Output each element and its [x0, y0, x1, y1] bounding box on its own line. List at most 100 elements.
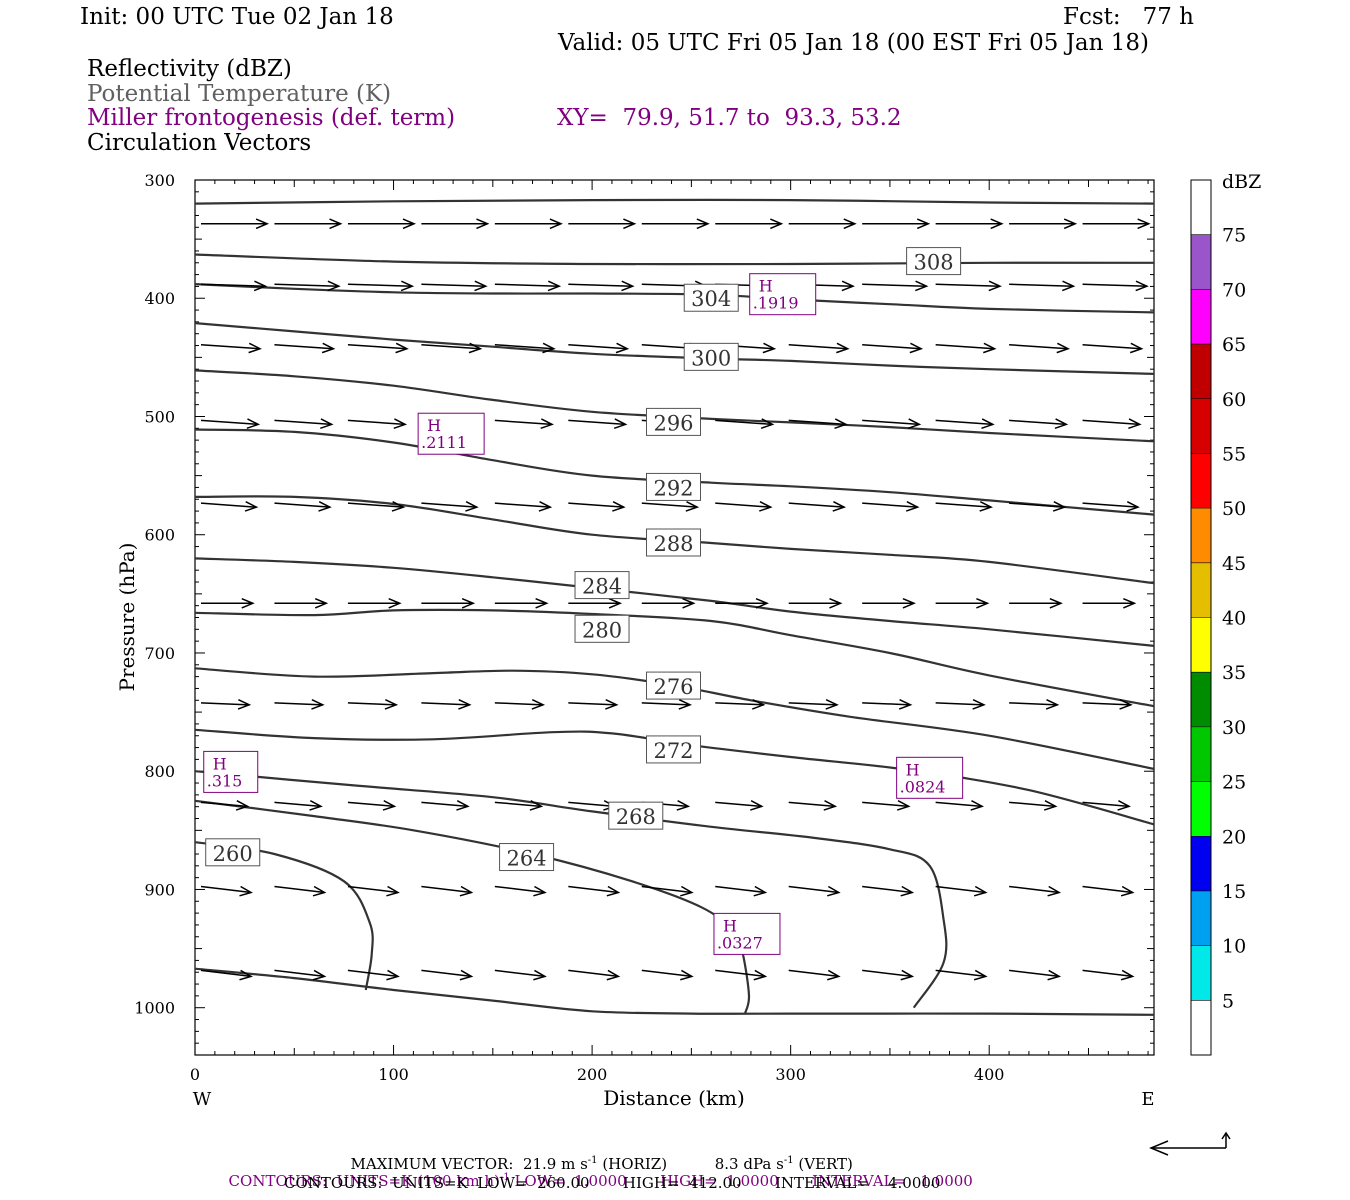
- isentrope-308: [195, 198, 1154, 205]
- isentrope-label-box: [205, 838, 261, 867]
- x-axis-right-end: E: [1141, 1089, 1154, 1110]
- frontogenesis-high-value: .2111: [421, 433, 467, 452]
- frontogenesis-high-box: [203, 750, 259, 793]
- isentrope-264: [195, 770, 948, 1009]
- frontogenesis-high-marker: H: [723, 916, 737, 935]
- max-vector-vertical-tag: (VERT): [798, 1155, 853, 1173]
- circulation-vector: [1009, 969, 1062, 981]
- colorbar-swatch: [1191, 344, 1211, 399]
- isentrope-contours: [195, 198, 1154, 1016]
- frontogenesis-high-marker: H: [213, 754, 227, 773]
- x-tick-label: 200: [577, 1065, 608, 1084]
- isentrope-288: [195, 428, 1154, 516]
- circulation-vector: [862, 969, 915, 981]
- circulation-vector: [862, 800, 911, 811]
- circulation-vector: [1009, 885, 1062, 897]
- frontogenesis-high-marker: H: [906, 760, 920, 779]
- isentrope-label-box: [646, 528, 702, 557]
- x-tick-label: 100: [378, 1065, 409, 1084]
- max-vector-horizontal-tag: (HORIZ): [602, 1155, 668, 1173]
- circulation-vector: [494, 501, 553, 512]
- cross-section-endpoints: XY= 79.9, 51.7 to 93.3, 53.2: [557, 105, 902, 131]
- circulation-vector: [1082, 597, 1137, 609]
- circulation-vector: [1082, 501, 1140, 512]
- circulation-vector: [421, 969, 474, 981]
- frontogenesis-high-value: .0824: [900, 777, 946, 796]
- circulation-vector: [1009, 418, 1069, 429]
- circulation-vector: [862, 699, 913, 710]
- colorbar-label: 65: [1222, 334, 1246, 356]
- colorbar-swatch: [1191, 289, 1211, 345]
- colorbar-label: 15: [1222, 881, 1246, 903]
- circulation-vector: [788, 800, 838, 811]
- circulation-vector: [862, 218, 931, 230]
- circulation-vector: [1082, 885, 1135, 897]
- circulation-vector: [274, 342, 336, 354]
- circulation-vector: [201, 597, 255, 609]
- circulation-vector: [200, 280, 268, 292]
- circulation-vectors: [200, 218, 1151, 981]
- circulation-vector: [200, 969, 253, 981]
- circulation-vector: [274, 597, 329, 609]
- circulation-vector: [862, 885, 915, 897]
- isentrope-276: [195, 608, 1154, 708]
- circulation-vector: [494, 885, 547, 897]
- circulation-vector: [715, 418, 775, 429]
- isentrope-unlabeled: [195, 967, 1154, 1016]
- x-tick-label: 400: [974, 1065, 1005, 1084]
- colorbar-swatch: [1191, 234, 1211, 290]
- frontogenesis-high-box: [896, 756, 964, 799]
- isentrope-label-box: [646, 407, 702, 436]
- circulation-vector: [494, 800, 544, 811]
- field-reflectivity: Reflectivity (dBZ): [87, 56, 292, 82]
- colorbar-swatch: [1191, 398, 1211, 454]
- frontogenesis-high-marker: H: [759, 277, 773, 296]
- colorbar-swatch: [1191, 726, 1211, 782]
- isentrope-280: [195, 557, 1154, 647]
- isentrope-label-box: [906, 247, 962, 276]
- colorbar-label: 10: [1222, 936, 1246, 958]
- circulation-vector: [347, 699, 399, 710]
- circulation-vector: [568, 969, 621, 981]
- circulation-vector: [421, 597, 476, 609]
- isentrope-label: 268: [616, 805, 656, 829]
- colorbar-swatch: [1191, 562, 1211, 618]
- circulation-vector: [568, 501, 626, 512]
- circulation-vector: [421, 218, 490, 230]
- colorbar-label: 35: [1222, 662, 1246, 684]
- circulation-vector: [862, 342, 924, 354]
- colorbar-label: 60: [1222, 389, 1246, 411]
- circulation-vector: [568, 218, 637, 230]
- circulation-vector: [641, 969, 694, 981]
- frontogenesis-high-box: [713, 912, 781, 955]
- max-vector-label: MAXIMUM VECTOR:: [350, 1155, 514, 1173]
- circulation-vector: [788, 969, 841, 981]
- circulation-vector: [494, 699, 546, 710]
- isentrope-label-box: [574, 571, 630, 600]
- circulation-vector: [935, 218, 1004, 230]
- colorbar-label: 30: [1222, 717, 1246, 739]
- circulation-vector: [200, 800, 250, 811]
- circulation-vector: [788, 885, 841, 897]
- frontogenesis-contour-range: LOW= 1.0000 HIGH= 1.0000 INTERVAL= 1.000…: [509, 1172, 973, 1190]
- circulation-vector: [715, 597, 769, 609]
- circulation-vector: [274, 501, 332, 512]
- colorbar-swatch: [1191, 180, 1211, 235]
- circulation-vector: [641, 218, 710, 230]
- frontogenesis-high-value: .315: [207, 771, 243, 790]
- isentrope-304: [195, 253, 1154, 266]
- circulation-vector: [862, 501, 920, 512]
- circulation-vector: [421, 342, 483, 354]
- circulation-vector: [347, 800, 397, 811]
- frontogenesis-high-marker: H: [427, 416, 441, 435]
- circulation-vector: [862, 418, 922, 429]
- circulation-vector: [935, 501, 993, 512]
- isentrope-unlabeled: [195, 841, 374, 991]
- circulation-vector: [935, 418, 995, 429]
- colorbar-label: 5: [1222, 990, 1234, 1012]
- circulation-vector: [568, 418, 628, 429]
- circulation-vector: [788, 342, 850, 354]
- y-tick-label: 400: [144, 289, 175, 308]
- circulation-vector: [1082, 800, 1131, 811]
- circulation-vector: [494, 280, 562, 292]
